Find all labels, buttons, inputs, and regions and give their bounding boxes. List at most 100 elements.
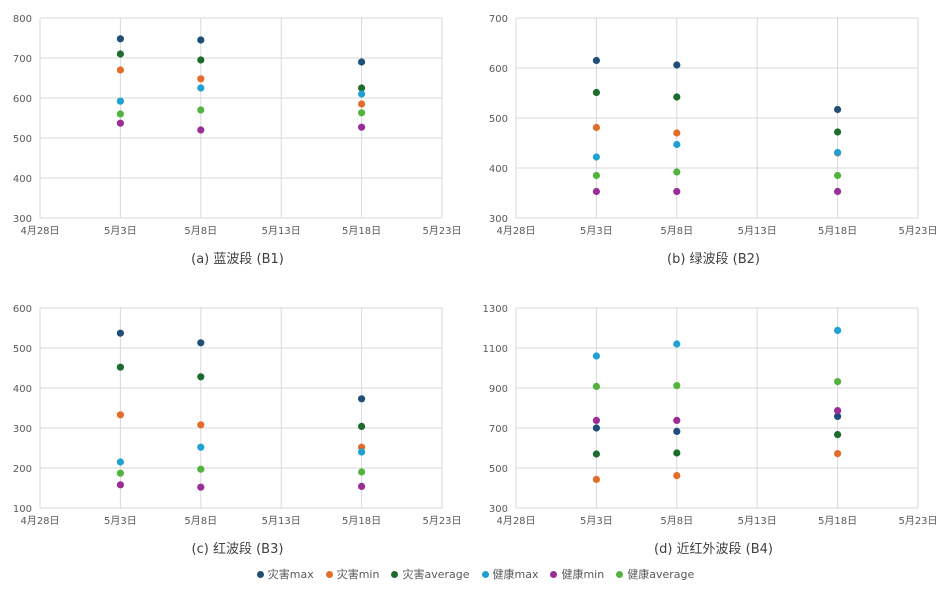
data-point xyxy=(834,450,842,458)
chart-panel-1: 300 400 500 600 700 4月28日 5月3日 5月8日 5月13日 5月18日 5月… xyxy=(476,0,951,280)
data-point xyxy=(834,431,842,439)
legend-label: 健康max xyxy=(492,568,539,581)
x-tick-label: 4月28日 xyxy=(496,225,535,237)
data-point xyxy=(592,382,600,390)
legend-label: 健康average xyxy=(627,568,695,581)
data-point xyxy=(673,382,681,390)
data-point xyxy=(592,171,600,180)
data-point xyxy=(116,35,124,43)
legend-item: 灾害max xyxy=(256,566,314,582)
data-point xyxy=(116,469,124,477)
data-point xyxy=(673,187,681,196)
data-point xyxy=(592,450,600,458)
legend-marker xyxy=(391,570,399,578)
data-point xyxy=(673,427,681,435)
chart-svg: 300 500 700 900 1100 1300 4月28日 5月3日 5月8日 5月13日 5月… xyxy=(483,304,938,527)
legend-item: 健康min xyxy=(550,566,604,582)
x-tick-label: 5月8日 xyxy=(660,515,693,527)
data-point xyxy=(834,148,842,157)
data-point xyxy=(834,326,842,334)
data-point xyxy=(197,56,205,64)
chart-panel-3: 300 500 700 900 1100 1300 4月28日 5月3日 5月8日 5月13日 5月… xyxy=(476,290,951,570)
data-point xyxy=(834,128,842,136)
x-tick-label: 5月18日 xyxy=(342,225,381,237)
legend-label: 健康min xyxy=(561,568,605,581)
data-point xyxy=(358,482,366,490)
chart-caption: (d) 近红外波段 (B4) xyxy=(654,542,773,557)
data-point xyxy=(673,416,681,424)
data-point xyxy=(358,468,366,476)
data-point xyxy=(197,84,205,92)
data-point xyxy=(197,126,205,134)
data-point xyxy=(197,75,205,83)
data-point xyxy=(834,407,842,415)
x-tick-label: 5月23日 xyxy=(898,225,937,237)
data-point xyxy=(673,168,681,176)
data-point xyxy=(197,36,205,44)
y-tick-label: 600 xyxy=(13,304,32,315)
legend-item: 灾害min xyxy=(325,566,380,582)
x-tick-label: 5月8日 xyxy=(660,225,693,237)
x-tick-label: 5月13日 xyxy=(262,515,301,527)
legend-marker xyxy=(481,570,489,578)
data-point xyxy=(673,129,681,137)
data-point xyxy=(673,93,681,101)
x-tick-label: 5月23日 xyxy=(898,515,937,527)
charts-grid: 300 400 500 600 700 800 4月28日 5月3日 5月8日 5月13日 5月18… xyxy=(0,0,951,557)
y-tick-label: 700 xyxy=(13,54,32,65)
y-tick-label: 600 xyxy=(489,64,508,75)
x-tick-label: 5月8日 xyxy=(184,515,217,527)
data-point xyxy=(116,119,124,127)
x-tick-label: 5月8日 xyxy=(184,225,217,237)
legend-marker xyxy=(550,570,558,578)
y-tick-label: 400 xyxy=(13,384,32,395)
y-tick-label: 600 xyxy=(13,94,32,105)
y-tick-label: 1100 xyxy=(483,344,508,355)
data-point xyxy=(116,363,124,371)
y-tick-label: 200 xyxy=(13,464,32,475)
data-point xyxy=(116,66,124,74)
y-tick-label: 300 xyxy=(13,214,32,225)
data-point xyxy=(834,378,842,386)
data-point xyxy=(592,123,600,132)
y-tick-label: 400 xyxy=(489,164,508,175)
data-point xyxy=(116,329,124,337)
legend-label: 灾害max xyxy=(267,568,314,581)
chart-caption: (c) 红波段 (B3) xyxy=(191,542,284,557)
legend-marker xyxy=(325,570,333,578)
data-point xyxy=(197,373,205,381)
x-tick-label: 5月23日 xyxy=(422,515,461,527)
y-tick-label: 300 xyxy=(489,504,508,515)
legend-marker xyxy=(616,570,624,578)
x-tick-label: 4月28日 xyxy=(20,225,59,237)
chart-panel-0: 300 400 500 600 700 800 4月28日 5月3日 5月8日 5月13日 5月18… xyxy=(0,0,475,280)
data-point xyxy=(358,90,366,98)
data-point xyxy=(592,88,600,97)
y-tick-label: 1300 xyxy=(483,304,508,315)
legend-label: 灾害min xyxy=(336,568,380,581)
data-point xyxy=(116,50,124,58)
data-point xyxy=(673,449,681,457)
legend-item: 健康average xyxy=(616,566,694,582)
y-tick-label: 500 xyxy=(489,114,508,125)
data-point xyxy=(197,339,205,347)
y-tick-label: 300 xyxy=(489,214,508,225)
x-tick-label: 5月13日 xyxy=(738,515,777,527)
data-point xyxy=(834,187,842,196)
x-tick-label: 5月3日 xyxy=(580,225,613,237)
data-point xyxy=(358,395,366,403)
x-tick-label: 5月3日 xyxy=(580,515,613,527)
x-tick-label: 5月13日 xyxy=(738,225,777,237)
y-tick-label: 100 xyxy=(13,504,32,515)
data-point xyxy=(673,61,681,69)
y-tick-label: 300 xyxy=(13,424,32,435)
data-point xyxy=(673,472,681,480)
chart-svg: 100 200 300 400 500 600 4月28日 5月3日 5月8日 5月13日 5月18… xyxy=(13,304,462,527)
y-tick-label: 400 xyxy=(13,174,32,185)
data-point xyxy=(592,56,600,65)
data-point xyxy=(358,448,366,456)
data-point xyxy=(197,443,205,451)
data-point xyxy=(116,458,124,466)
data-point xyxy=(116,110,124,118)
legend-label: 灾害average xyxy=(402,568,470,581)
